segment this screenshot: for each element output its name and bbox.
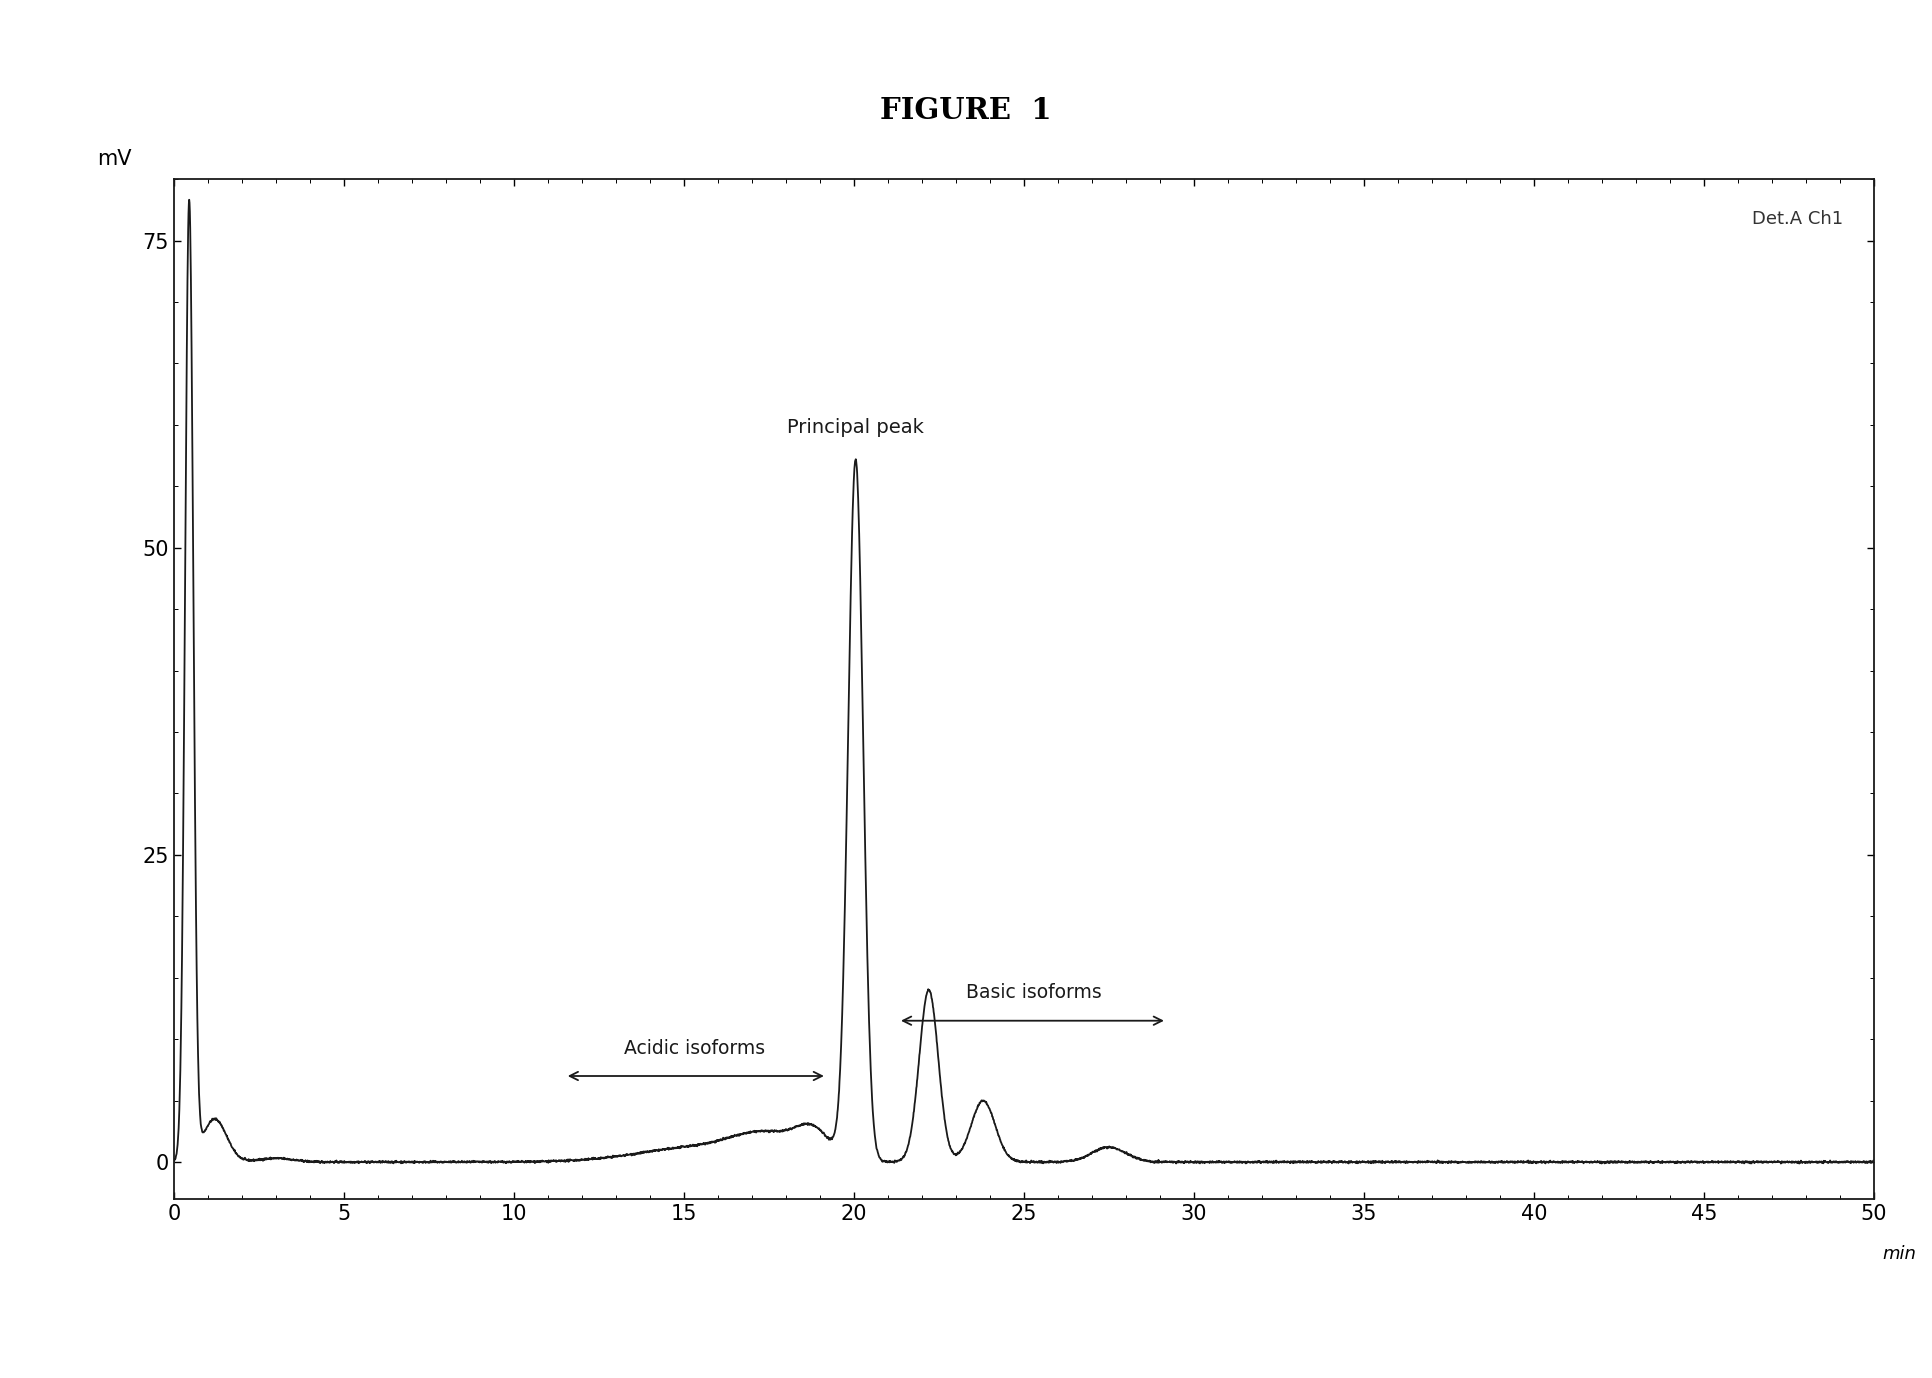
Text: Det.A Ch1: Det.A Ch1 [1752, 209, 1843, 227]
Text: Acidic isoforms: Acidic isoforms [624, 1039, 765, 1057]
Text: min: min [1882, 1244, 1917, 1262]
Text: Principal peak: Principal peak [786, 418, 923, 437]
Text: FIGURE  1: FIGURE 1 [881, 96, 1051, 125]
Text: mV: mV [97, 149, 131, 169]
Text: Basic isoforms: Basic isoforms [966, 984, 1101, 1002]
